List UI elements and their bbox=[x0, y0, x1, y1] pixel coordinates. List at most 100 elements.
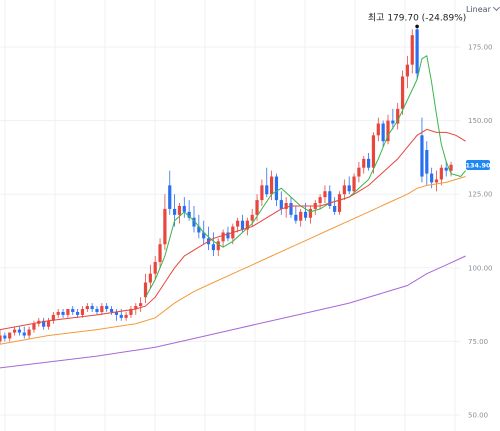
candle-body bbox=[66, 309, 70, 315]
candle-body bbox=[303, 211, 308, 218]
candle bbox=[46, 317, 51, 330]
y-tick-label: 50.00 bbox=[468, 412, 488, 420]
candle bbox=[236, 217, 240, 233]
candle-body bbox=[114, 311, 118, 315]
candle bbox=[439, 164, 443, 186]
candle-body bbox=[420, 135, 424, 177]
candle bbox=[221, 229, 225, 248]
candle bbox=[337, 191, 342, 215]
candle-body bbox=[216, 241, 220, 251]
candle bbox=[143, 273, 148, 304]
candle-body bbox=[153, 261, 157, 274]
candle-body bbox=[430, 173, 434, 183]
candle bbox=[347, 176, 351, 195]
candle bbox=[148, 264, 152, 289]
candle-body bbox=[386, 120, 390, 142]
y-axis: 50.00 75.00 100.00 125.00 150.00 175.00 bbox=[468, 44, 493, 420]
candle-body bbox=[367, 158, 371, 168]
candle bbox=[192, 205, 196, 233]
candle-body bbox=[376, 123, 380, 136]
candle bbox=[245, 217, 249, 236]
candle bbox=[12, 326, 17, 336]
candle-body bbox=[187, 211, 191, 218]
candle-body bbox=[134, 306, 138, 310]
candle bbox=[367, 152, 371, 171]
candle bbox=[274, 173, 279, 206]
candle-body bbox=[182, 205, 186, 212]
candle bbox=[61, 309, 65, 318]
candle-body bbox=[342, 185, 346, 195]
candle-body bbox=[168, 185, 172, 209]
moving-average-lines bbox=[0, 54, 466, 369]
candle-body bbox=[323, 191, 327, 198]
scale-selector[interactable]: Linear bbox=[466, 2, 500, 16]
candle-body bbox=[100, 306, 104, 312]
candle-body bbox=[3, 335, 7, 339]
peak-annotation: 최고 179.70 (-24.89%) bbox=[368, 12, 466, 29]
candle-body bbox=[352, 176, 356, 192]
candle-body bbox=[299, 211, 303, 221]
candle-body bbox=[400, 76, 405, 109]
candle-body bbox=[27, 329, 31, 336]
candle-body bbox=[357, 167, 361, 177]
candle bbox=[17, 326, 21, 336]
candle-body bbox=[22, 332, 26, 336]
candle-body bbox=[0, 335, 2, 342]
candle bbox=[182, 197, 186, 218]
candle bbox=[279, 191, 283, 215]
candle bbox=[3, 332, 7, 342]
candle-body bbox=[192, 217, 196, 227]
y-tick-label: 175.00 bbox=[468, 44, 493, 52]
candle bbox=[27, 326, 31, 339]
chevron-down-icon bbox=[492, 3, 500, 12]
candle-body bbox=[124, 314, 128, 318]
current-price-tag: 134.90 bbox=[465, 160, 491, 171]
candle-body bbox=[226, 232, 230, 239]
candle-body bbox=[17, 329, 21, 333]
candle-body bbox=[260, 185, 264, 201]
candle-body bbox=[434, 179, 439, 183]
candle-body bbox=[294, 214, 298, 221]
candle bbox=[357, 161, 361, 183]
candle bbox=[163, 194, 167, 251]
candle-body bbox=[119, 314, 123, 318]
candle-body bbox=[90, 306, 94, 310]
candle bbox=[265, 167, 269, 198]
candle bbox=[0, 329, 2, 345]
candle-body bbox=[143, 282, 148, 298]
candle bbox=[22, 326, 26, 339]
candle-body bbox=[444, 167, 448, 171]
candle-body bbox=[425, 150, 429, 174]
candle bbox=[396, 102, 400, 130]
candle bbox=[352, 173, 356, 195]
y-tick-label: 75.00 bbox=[468, 338, 488, 346]
candle-body bbox=[270, 176, 274, 195]
candle-body bbox=[289, 203, 293, 215]
candle bbox=[90, 303, 94, 312]
candle-body bbox=[396, 108, 400, 124]
series-line-ma5 bbox=[145, 54, 466, 298]
candle-body bbox=[51, 314, 55, 321]
candle bbox=[216, 238, 220, 257]
candle bbox=[342, 179, 346, 201]
candle bbox=[260, 179, 264, 206]
candle bbox=[333, 197, 337, 215]
candle bbox=[114, 309, 118, 321]
candle-body bbox=[32, 323, 36, 330]
candle bbox=[405, 55, 409, 89]
candle bbox=[376, 117, 380, 142]
candle bbox=[129, 306, 133, 318]
candle-body bbox=[76, 311, 80, 315]
candle bbox=[371, 132, 376, 174]
candle-body bbox=[381, 123, 385, 142]
candle-body bbox=[211, 244, 215, 251]
candle-body bbox=[410, 35, 414, 65]
candle bbox=[444, 161, 448, 177]
candle-body bbox=[177, 205, 182, 215]
candle bbox=[158, 238, 162, 268]
candle bbox=[109, 306, 114, 315]
candle-body bbox=[236, 220, 240, 227]
candle-body bbox=[347, 185, 351, 192]
candle-body bbox=[163, 208, 167, 245]
